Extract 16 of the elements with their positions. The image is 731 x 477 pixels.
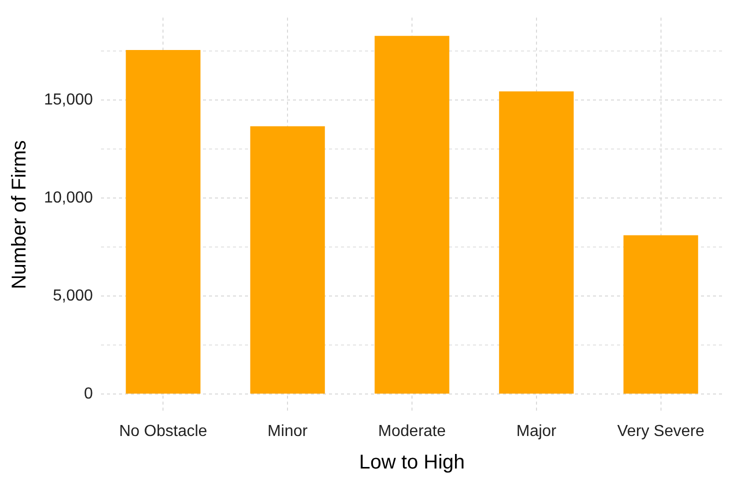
x-tick-label: No Obstacle	[119, 422, 208, 440]
bar	[499, 91, 574, 394]
x-tick-label: Moderate	[378, 422, 446, 440]
y-tick-label: 15,000	[44, 91, 94, 108]
y-tick-label: 10,000	[44, 189, 94, 206]
bar	[374, 36, 450, 394]
x-axis-title: Low to High	[359, 452, 465, 474]
x-tick-label: Very Severe	[617, 422, 704, 440]
y-tick-label: 0	[84, 386, 94, 403]
y-tick-label: 5,000	[52, 287, 94, 304]
x-tick-label: Minor	[268, 422, 308, 440]
y-axis-title: Number of Firms	[8, 140, 31, 290]
bar	[126, 50, 200, 394]
bar	[250, 126, 325, 394]
bar	[623, 235, 698, 394]
x-tick-label: Major	[516, 422, 558, 440]
